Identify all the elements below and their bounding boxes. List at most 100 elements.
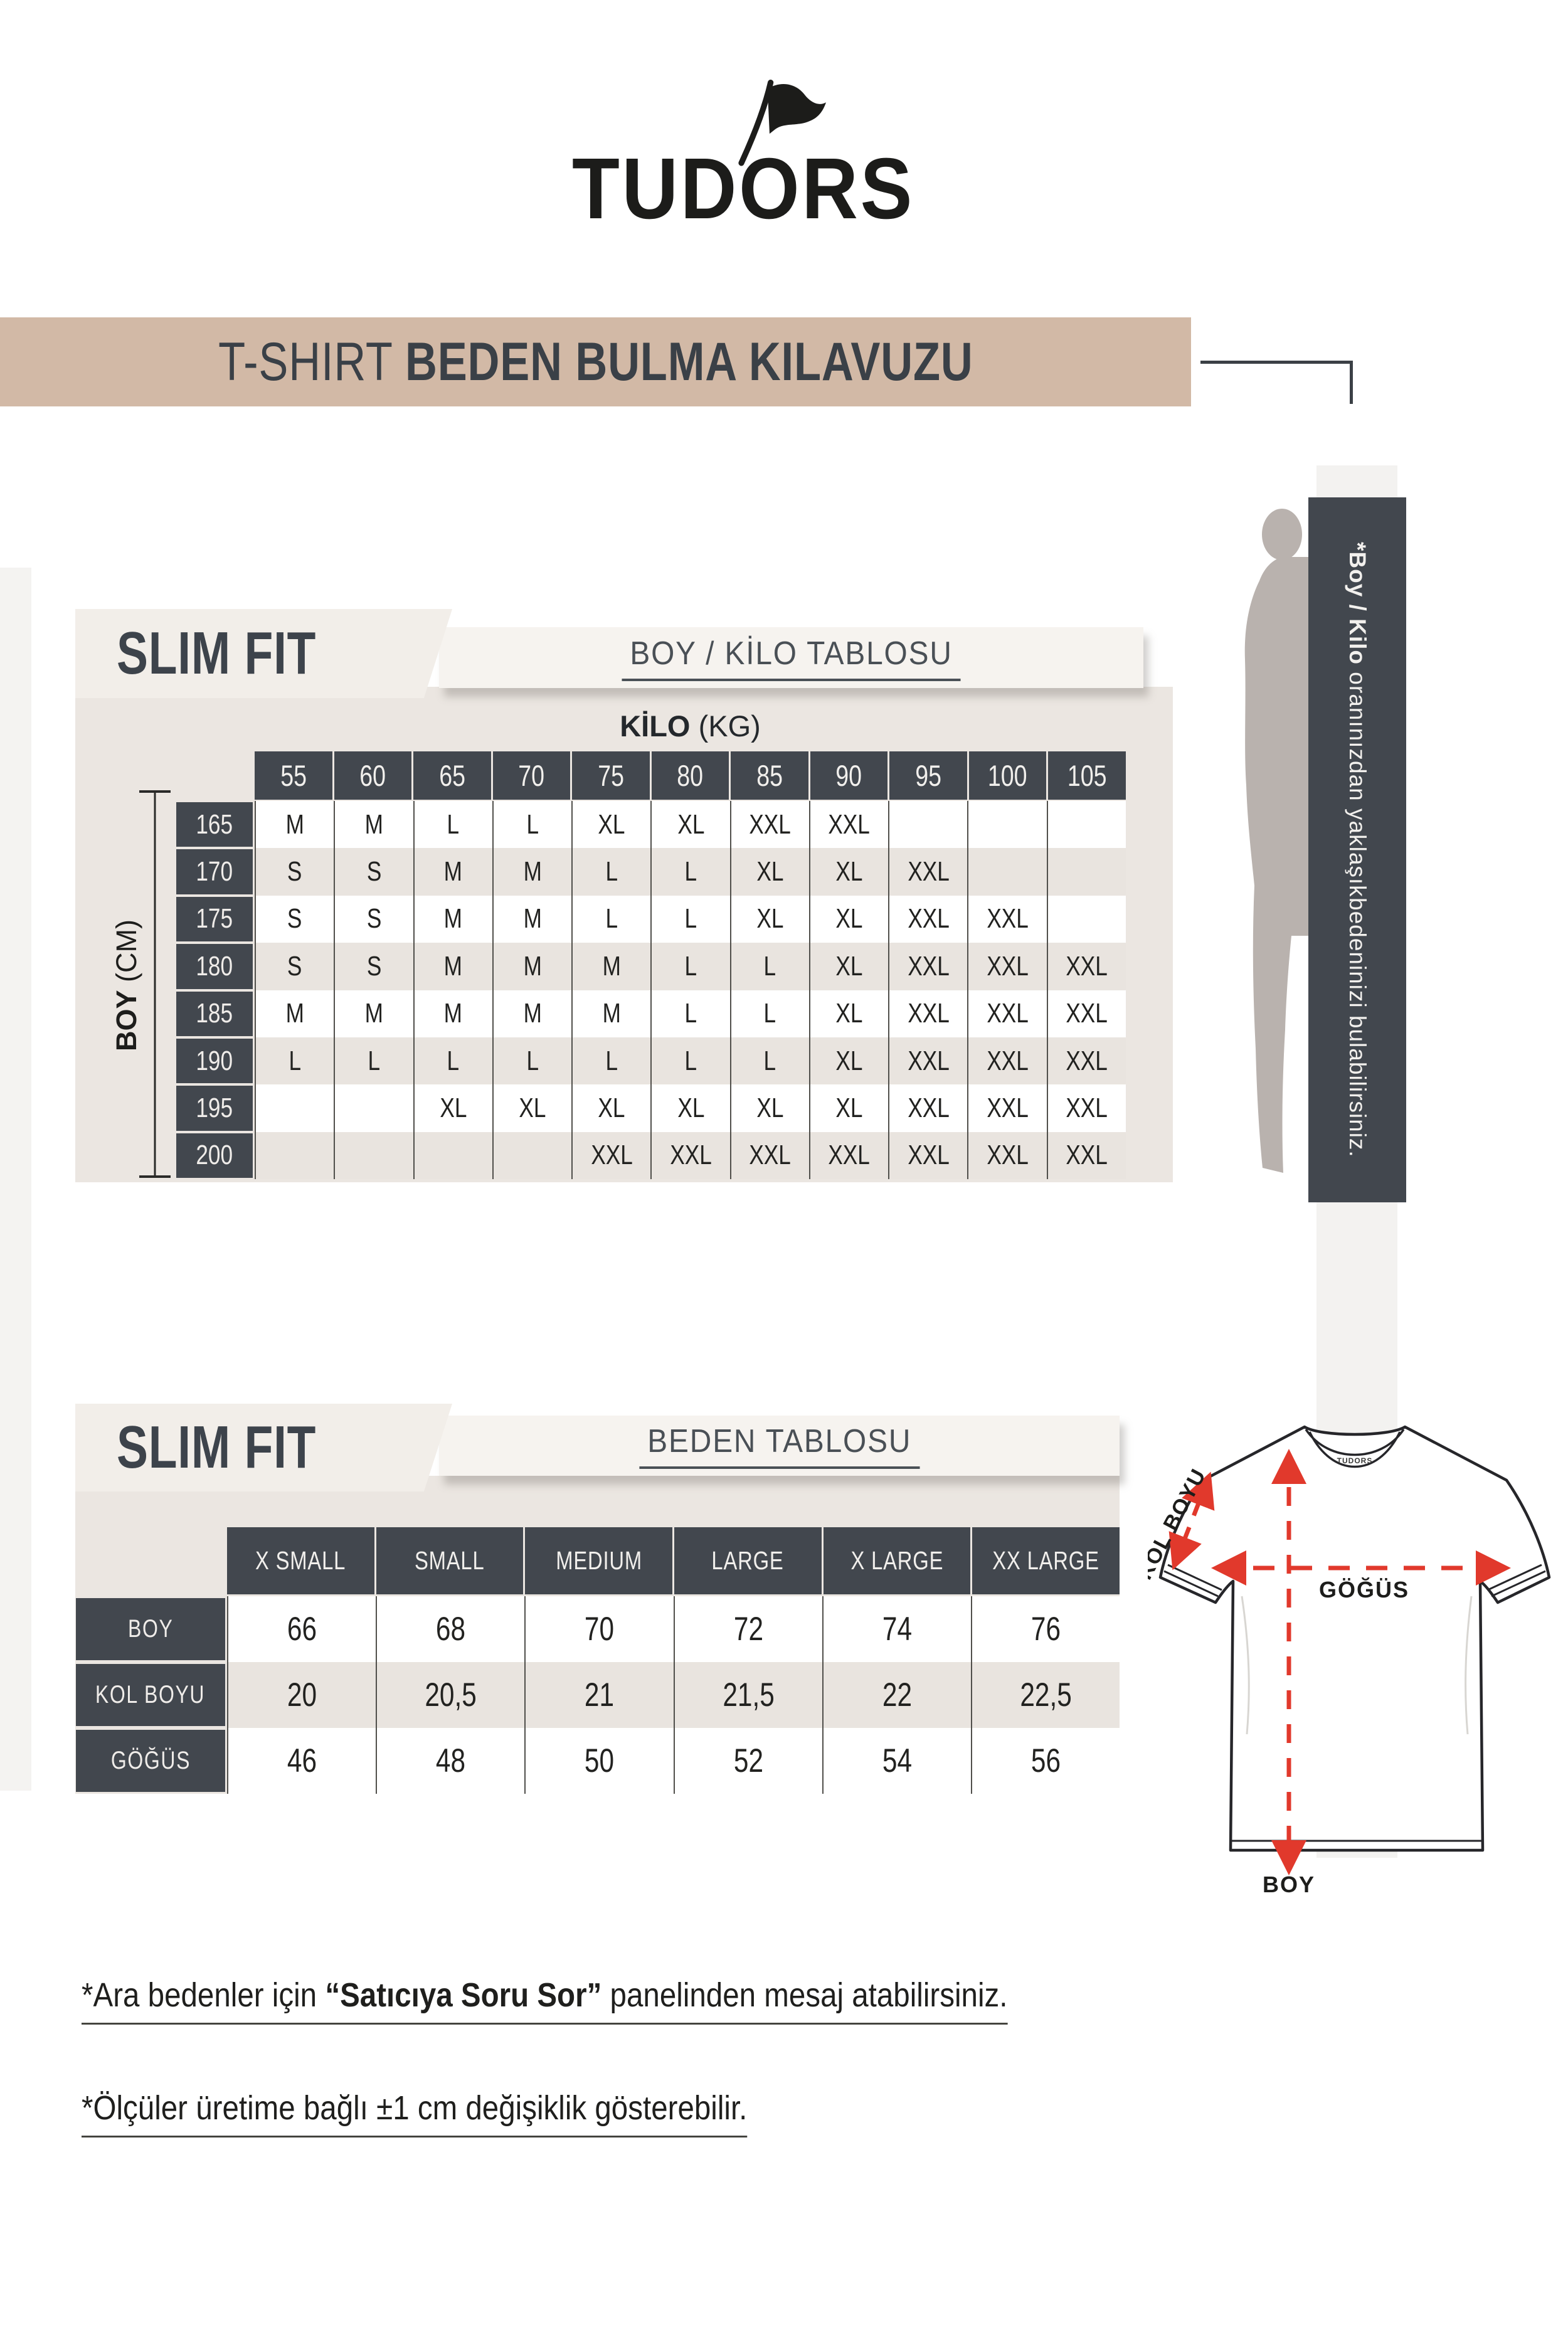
collar-brand-label: TUDORS xyxy=(1337,1456,1373,1465)
height-label: 200 xyxy=(176,1131,253,1180)
size-cell: XXL xyxy=(967,1131,1046,1180)
table-row: 175 S S M M L L XL XL XXL XXL xyxy=(176,895,1126,943)
size-cell: XXL xyxy=(888,1131,967,1180)
table-row: 165 M M L L XL XL XXL XXL xyxy=(176,801,1126,849)
measure-cell: 21 xyxy=(524,1662,673,1728)
size-cell: L xyxy=(492,801,571,849)
size-cell: S xyxy=(255,943,334,990)
measure-cell: 76 xyxy=(970,1596,1120,1662)
size-cell: L xyxy=(571,848,650,896)
table-row: GÖĞÜS 46 48 50 52 54 56 xyxy=(76,1728,1120,1794)
size-cell: L xyxy=(571,895,650,943)
size-cell: M xyxy=(255,801,334,849)
measurement-table: BOY 66 68 70 72 74 76 KOL BOYU 20 20,5 2… xyxy=(76,1596,1120,1794)
sidebar-note-panel: *Boy / Kilo oranınızdan yaklaşık bedenin… xyxy=(1308,497,1406,1202)
size-cell xyxy=(967,848,1046,896)
size-cell: XL xyxy=(808,848,888,896)
size-cell: L xyxy=(650,848,729,896)
size-cell: L xyxy=(413,1037,492,1085)
section1-badge: SLIM FIT xyxy=(75,609,452,698)
size-cell: XXL xyxy=(888,1084,967,1132)
banner-title-light: T-SHIRT xyxy=(218,331,393,392)
measure-cell: 70 xyxy=(524,1596,673,1662)
banner-title-bold: BEDEN BULMA KILAVUZU xyxy=(405,331,973,392)
size-cell: L xyxy=(492,1037,571,1085)
size-cell: XXL xyxy=(650,1131,729,1180)
brand-logo: TUDORS xyxy=(571,140,915,237)
section1-title: BOY / KİLO TABLOSU xyxy=(622,635,961,681)
size-cell: XL xyxy=(571,801,650,849)
size-cell: XXL xyxy=(888,895,967,943)
size-cell: M xyxy=(492,943,571,990)
size-cell: XXL xyxy=(1046,1131,1126,1180)
measure-cell: 48 xyxy=(376,1728,524,1794)
size-cell: XXL xyxy=(729,1131,809,1180)
size-cell: XXL xyxy=(808,801,888,849)
size-cell: XL xyxy=(492,1084,571,1132)
left-edge-strip xyxy=(0,568,31,1791)
measure-cell: 50 xyxy=(524,1728,673,1794)
measure-label: KOL BOYU xyxy=(76,1662,225,1728)
size-cell: XL xyxy=(729,1084,809,1132)
weight-header-cell: 65 xyxy=(413,751,491,800)
size-cell: XXL xyxy=(967,1037,1046,1085)
measure-cell: 56 xyxy=(970,1728,1120,1794)
size-cell xyxy=(888,801,967,849)
size-cell: S xyxy=(334,943,413,990)
tshirt-measurement-diagram: TUDORS KOL BOYU GÖĞÜS BOY xyxy=(1148,1425,1551,1897)
height-weight-table: 165 M M L L XL XL XXL XXL 170 S S M M xyxy=(176,801,1126,1180)
size-cell: S xyxy=(255,848,334,896)
corner-bracket-decoration xyxy=(1200,361,1353,404)
size-cell: XXL xyxy=(967,1084,1046,1132)
measure-label: BOY xyxy=(76,1596,225,1662)
size-header-cell: XX LARGE xyxy=(972,1527,1120,1594)
size-cell: XXL xyxy=(1046,943,1126,990)
weight-header-cell: 100 xyxy=(968,751,1047,800)
kilo-axis-label-bold: KİLO xyxy=(620,709,691,743)
measure-cell: 52 xyxy=(673,1728,822,1794)
measure-cell: 20,5 xyxy=(376,1662,524,1728)
height-label: 180 xyxy=(176,943,253,990)
sidebar-note-line1: *Boy / Kilo oranınızdan yaklaşık xyxy=(1345,542,1370,898)
table-row: 200 XXL XXL XXL XXL XXL XXL XXL xyxy=(176,1131,1126,1180)
measure-cell: 22 xyxy=(822,1662,971,1728)
size-cell: XXL xyxy=(888,943,967,990)
size-cell xyxy=(413,1131,492,1180)
measure-cell: 46 xyxy=(227,1728,376,1794)
section2-title-bar: BEDEN TABLOSU xyxy=(439,1416,1120,1476)
size-cell: XXL xyxy=(1046,1037,1126,1085)
tshirt-outline xyxy=(1158,1425,1551,1852)
size-cell: XL xyxy=(413,1084,492,1132)
table-row: 180 S S M M M L L XL XXL XXL XXL xyxy=(176,943,1126,990)
size-cell: XXL xyxy=(729,801,809,849)
size-cell: XXL xyxy=(1046,1084,1126,1132)
size-cell: XXL xyxy=(967,895,1046,943)
footnote1-bold: “Satıcıya Soru Sor” xyxy=(325,1976,602,2014)
height-label: 175 xyxy=(176,895,253,943)
size-cell: S xyxy=(334,895,413,943)
weight-header-cell: 105 xyxy=(1048,751,1126,800)
size-cell xyxy=(334,1131,413,1180)
size-cell: XXL xyxy=(888,990,967,1037)
size-cell: M xyxy=(571,990,650,1037)
size-cell: XXL xyxy=(1046,990,1126,1037)
size-cell: L xyxy=(650,943,729,990)
measure-cell: 68 xyxy=(376,1596,524,1662)
size-header-cell: X SMALL xyxy=(227,1527,374,1594)
size-cell: M xyxy=(334,990,413,1037)
size-cell: M xyxy=(413,895,492,943)
footnote1-prefix: *Ara bedenler için xyxy=(82,1976,326,2014)
size-cell: L xyxy=(334,1037,413,1085)
kilo-axis-label: KİLO (KG) xyxy=(255,709,1126,743)
size-cell xyxy=(334,1084,413,1132)
flag-icon xyxy=(738,79,826,166)
size-cell: M xyxy=(492,895,571,943)
weight-header-cell: 60 xyxy=(334,751,412,800)
size-header-cell: MEDIUM xyxy=(525,1527,673,1594)
size-cell xyxy=(492,1131,571,1180)
footnote1-suffix: panelinden mesaj atabilirsiniz. xyxy=(601,1976,1008,2014)
footnote-tolerance: *Ölçüler üretime bağlı ±1 cm değişiklik … xyxy=(82,2089,748,2137)
size-cell: L xyxy=(650,895,729,943)
size-cell: L xyxy=(650,1037,729,1085)
